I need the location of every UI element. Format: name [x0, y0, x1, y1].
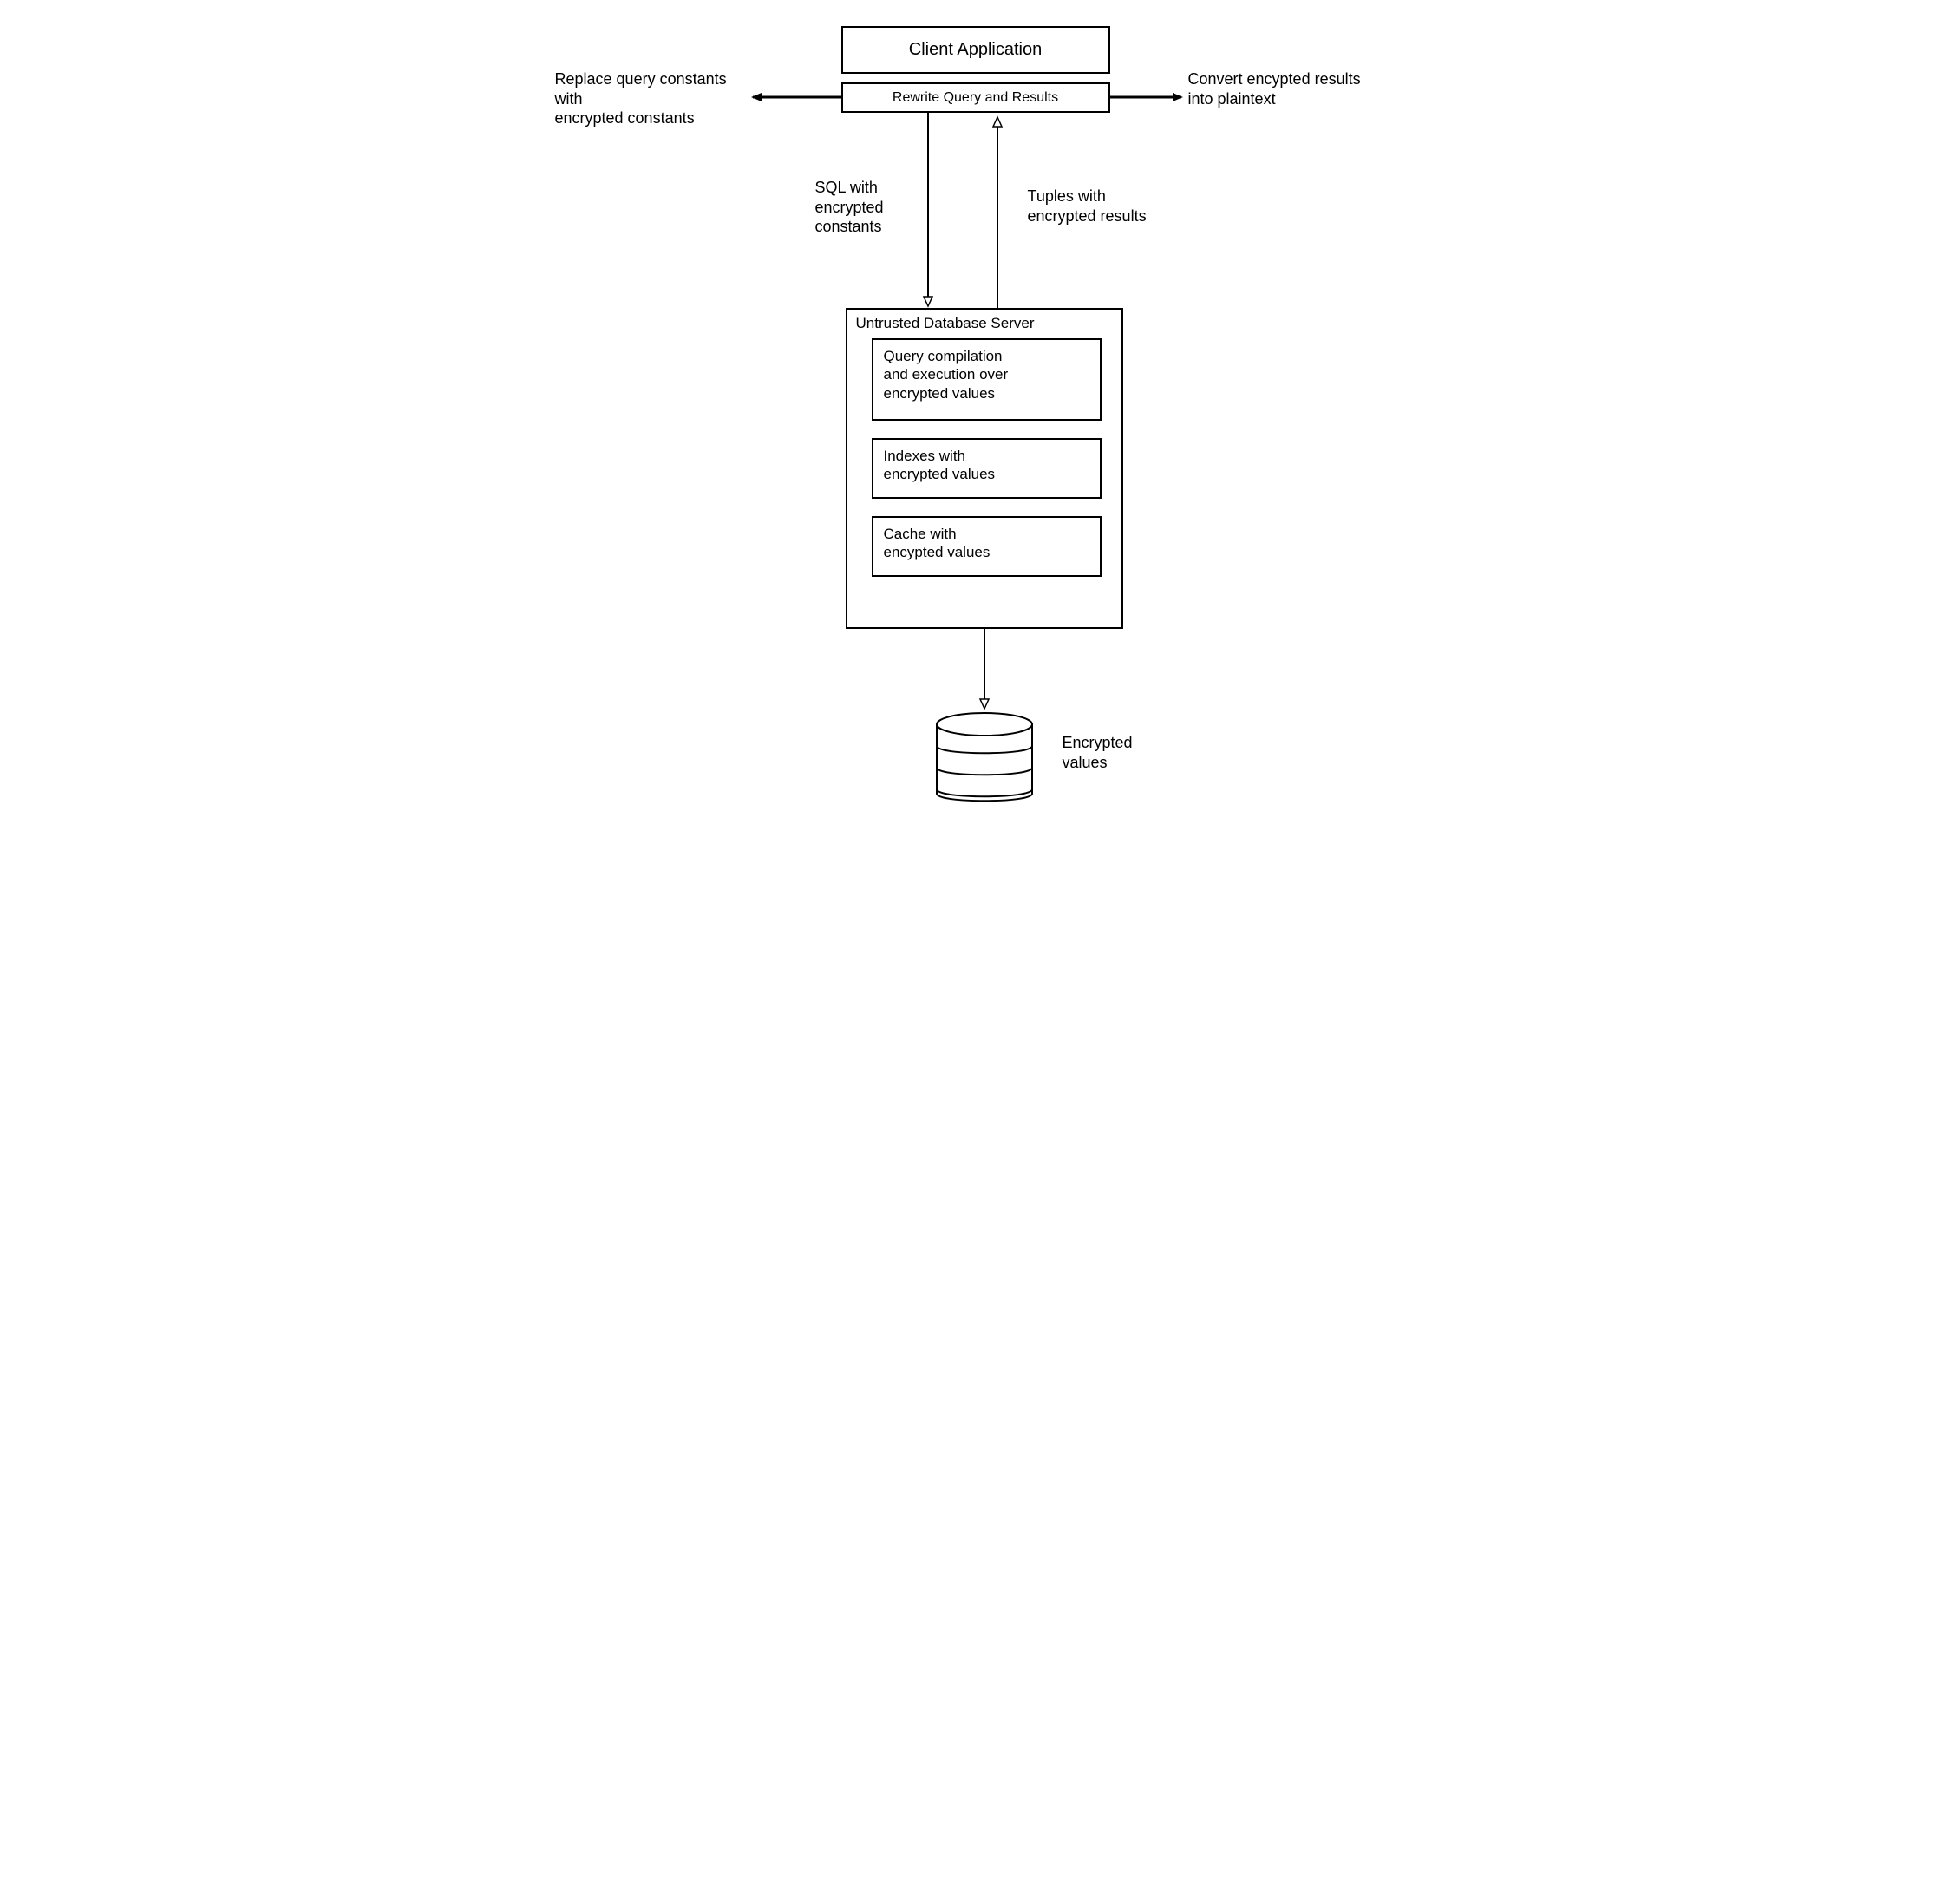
label-tuples-text: Tuples withencrypted results	[1028, 187, 1147, 225]
node-server-container-label: Untrusted Database Server	[856, 315, 1035, 332]
node-server-box2-label: Indexes withencrypted values	[884, 448, 996, 482]
node-rewrite: Rewrite Query and Results	[841, 82, 1110, 113]
label-right-note-text: Convert encypted resultsinto plaintext	[1188, 70, 1361, 108]
label-left-note: Replace query constantswithencrypted con…	[555, 69, 781, 128]
label-db-text: Encryptedvalues	[1063, 734, 1133, 771]
label-tuples: Tuples withencrypted results	[1028, 186, 1147, 226]
node-client-app-label: Client Application	[909, 40, 1042, 60]
node-client-app: Client Application	[841, 26, 1110, 74]
db-cylinder-icon	[937, 713, 1032, 801]
node-server-box1: Query compilationand execution overencry…	[872, 338, 1102, 421]
node-server-box1-label: Query compilationand execution overencry…	[884, 348, 1009, 402]
label-right-note: Convert encypted resultsinto plaintext	[1188, 69, 1405, 108]
node-server-box3-label: Cache withencypted values	[884, 526, 991, 560]
node-server-box3: Cache withencypted values	[872, 516, 1102, 577]
label-sql-text: SQL withencryptedconstants	[815, 179, 884, 235]
label-sql: SQL withencryptedconstants	[815, 178, 884, 237]
diagram-canvas: Client Application Rewrite Query and Res…	[529, 0, 1414, 867]
node-server-box2: Indexes withencrypted values	[872, 438, 1102, 499]
label-left-note-text: Replace query constantswithencrypted con…	[555, 70, 727, 127]
node-rewrite-label: Rewrite Query and Results	[893, 90, 1058, 106]
label-db: Encryptedvalues	[1063, 733, 1133, 772]
